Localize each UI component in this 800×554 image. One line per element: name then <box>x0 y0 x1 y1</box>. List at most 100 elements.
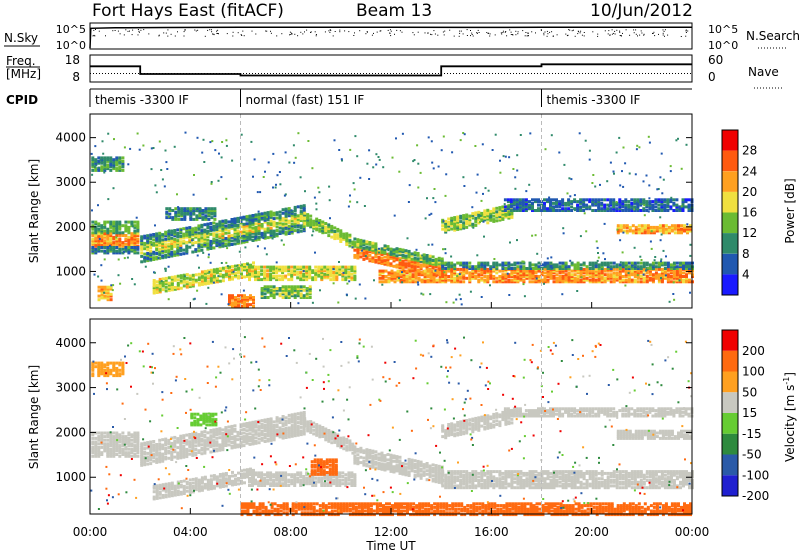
heatmap-cell <box>173 441 177 445</box>
heatmap-cell <box>645 269 649 273</box>
heatmap-cell <box>94 222 98 226</box>
heatmap-cell <box>420 273 424 277</box>
heatmap-cell <box>118 231 122 235</box>
heatmap-cell <box>546 278 550 282</box>
heatmap-cell <box>450 220 454 224</box>
heatmap-cell <box>636 261 640 265</box>
heatmap-cell <box>167 249 171 253</box>
heatmap-cell <box>483 267 487 270</box>
heatmap-cell <box>115 372 119 376</box>
heatmap-cell <box>537 280 541 284</box>
heatmap-cell <box>164 276 168 280</box>
heatmap-cell <box>215 233 219 237</box>
heatmap-cell <box>420 280 424 284</box>
heatmap-cell <box>383 246 387 250</box>
heatmap-noise-cell <box>106 157 109 160</box>
heatmap-cell <box>242 226 246 230</box>
heatmap-cell <box>103 232 107 236</box>
heatmap-cell <box>368 241 372 244</box>
heatmap-cell <box>109 454 113 458</box>
heatmap-cell <box>224 440 228 444</box>
heatmap-cell <box>221 241 225 245</box>
heatmap-cell <box>564 280 568 284</box>
heatmap-cell <box>180 217 184 221</box>
heatmap-cell <box>308 269 312 273</box>
heatmap-noise-cell <box>664 274 667 277</box>
heatmap-cell <box>231 294 234 298</box>
heatmap-cell <box>272 265 276 269</box>
heatmap-cell <box>651 203 655 207</box>
nsky-dot <box>365 33 367 35</box>
heatmap-cell <box>677 229 680 233</box>
heatmap-cell <box>182 453 186 457</box>
heatmap-cell <box>450 267 454 271</box>
heatmap-cell <box>224 221 228 224</box>
heatmap-cell <box>290 229 294 233</box>
heatmap-cell <box>109 449 113 453</box>
heatmap-cell <box>248 232 252 236</box>
heatmap-cell <box>91 163 95 167</box>
heatmap-cell <box>597 263 601 267</box>
heatmap-cell <box>152 258 156 261</box>
heatmap-cell <box>260 426 264 430</box>
heatmap-cell <box>432 273 436 277</box>
heatmap-cell <box>474 218 478 222</box>
heatmap-noise-cell <box>254 237 257 240</box>
heatmap-cell <box>177 210 181 214</box>
heatmap-cell <box>197 244 201 247</box>
nsky-dot <box>652 32 653 34</box>
heatmap-cell <box>106 431 110 435</box>
heatmap-cell <box>275 287 279 290</box>
nsky-dot <box>95 29 96 30</box>
nsky-dot <box>478 32 480 33</box>
heatmap-cell <box>576 275 580 278</box>
heatmap-cell <box>203 439 207 443</box>
nsky-dot <box>524 35 526 37</box>
heatmap-cell <box>167 244 171 248</box>
heatmap-cell <box>525 267 529 270</box>
heatmap-cell <box>549 207 552 211</box>
heatmap-cell <box>155 280 159 284</box>
heatmap-cell <box>97 435 101 439</box>
heatmap-cell <box>149 256 153 260</box>
heatmap-cell <box>203 237 207 241</box>
heatmap-cell <box>639 269 643 273</box>
heatmap-cell <box>106 234 110 237</box>
heatmap-cell <box>182 450 186 454</box>
heatmap-cell <box>386 254 390 258</box>
colorbar-tick-label: 4 <box>742 267 750 281</box>
heatmap-cell <box>456 226 460 230</box>
heatmap-cell <box>486 271 490 275</box>
heatmap-cell <box>275 234 279 238</box>
heatmap-cell <box>597 203 601 207</box>
heatmap-cell <box>643 225 647 229</box>
heatmap-cell <box>425 261 429 265</box>
heatmap-cell <box>121 361 125 365</box>
heatmap-cell <box>195 216 199 220</box>
heatmap-cell <box>165 216 169 220</box>
heatmap-cell <box>564 203 568 207</box>
heatmap-cell <box>155 246 159 250</box>
heatmap-cell <box>245 240 249 244</box>
heatmap-cell <box>234 304 237 308</box>
heatmap-cell <box>278 221 282 225</box>
heatmap-cell <box>651 276 655 280</box>
heatmap-cell <box>625 225 629 229</box>
colorbar-tick-label: 28 <box>742 144 757 158</box>
heatmap-cell <box>224 244 228 248</box>
heatmap-cell <box>287 292 291 296</box>
heatmap-cell <box>423 280 427 284</box>
heatmap-cell <box>209 430 213 434</box>
heatmap-cell <box>167 451 171 455</box>
heatmap-cell <box>381 280 385 284</box>
heatmap-cell <box>630 271 634 275</box>
heatmap-cell <box>204 209 208 212</box>
heatmap-cell <box>257 216 261 220</box>
heatmap-cell <box>121 449 125 453</box>
heatmap-cell <box>284 290 288 294</box>
heatmap-cell <box>657 276 661 280</box>
heatmap-cell <box>233 440 237 444</box>
heatmap-cell <box>121 244 125 248</box>
heatmap-cell <box>112 167 116 171</box>
heatmap-cell <box>425 255 429 259</box>
